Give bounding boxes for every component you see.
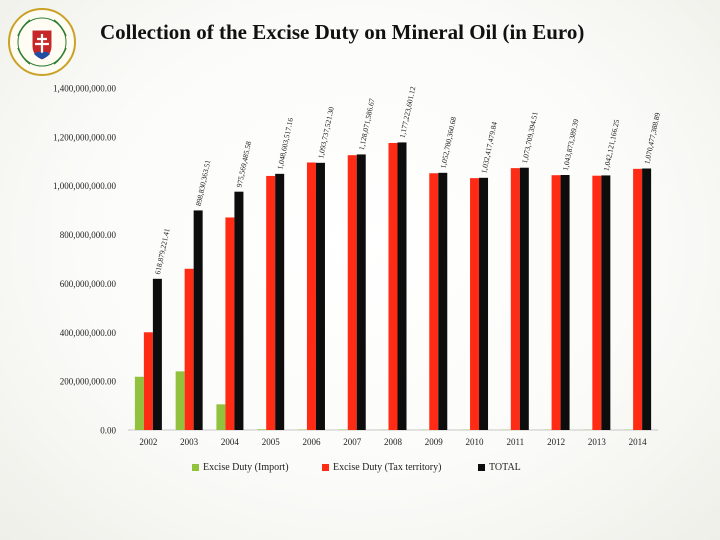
data-label-total: 1,043,873,389.39 (561, 118, 581, 171)
data-label-total: 618,879,221.41 (153, 227, 172, 275)
bar-import-2004 (216, 404, 226, 430)
bar-import-2003 (175, 371, 185, 430)
bar-total-2004 (234, 191, 244, 430)
x-tick-label: 2010 (466, 437, 485, 447)
page-title: Collection of the Excise Duty on Mineral… (100, 20, 585, 44)
bar-territory-2011 (510, 168, 520, 430)
legend-item-territory: Excise Duty (Tax territory) (322, 462, 441, 473)
x-tick-label: 2009 (425, 437, 444, 447)
y-tick-label: 0.00 (100, 426, 116, 436)
x-tick-label: 2002 (139, 437, 157, 447)
data-label-total: 1,128,071,586.67 (357, 97, 377, 150)
legend-swatch (192, 464, 199, 471)
bar-import-2005 (257, 429, 267, 430)
data-label-total: 975,569,485.58 (235, 140, 254, 188)
x-tick-label: 2006 (302, 437, 321, 447)
y-tick-label: 1,400,000,000.00 (53, 84, 117, 94)
data-label-total: 898,830,363.51 (194, 159, 213, 207)
chart-legend: Excise Duty (Import) Excise Duty (Tax ter… (0, 462, 720, 478)
bar-total-2011 (519, 167, 529, 430)
x-tick-label: 2003 (180, 437, 199, 447)
x-tick-label: 2007 (343, 437, 362, 447)
bar-total-2003 (193, 210, 203, 430)
bar-total-2006 (315, 162, 325, 430)
bar-territory-2010 (470, 178, 480, 430)
legend-label: Excise Duty (Tax territory) (333, 462, 442, 473)
data-label-total: 1,032,417,479.84 (479, 121, 499, 174)
data-label-total: 1,073,709,394.51 (520, 111, 540, 164)
data-label-total: 1,042,121,166.25 (602, 118, 622, 171)
x-tick-label: 2012 (547, 437, 565, 447)
bar-total-2008 (397, 142, 407, 431)
x-tick-label: 2014 (629, 437, 648, 447)
data-label-total: 1,070,477,388.89 (642, 111, 662, 164)
y-axis: 0.00 200,000,000.00 400,000,000.00 600,000,… (53, 84, 658, 436)
y-tick-label: 400,000,000.00 (60, 328, 117, 338)
legend-swatch (322, 464, 329, 471)
legend-swatch (478, 464, 485, 471)
y-tick-label: 200,000,000.00 (60, 377, 117, 387)
bar-total-2012 (560, 175, 570, 430)
data-label-total: 1,093,737,521.30 (316, 106, 336, 159)
y-tick-label: 1,000,000,000.00 (53, 181, 117, 191)
bar-territory-2007 (347, 155, 357, 430)
bar-total-2010 (479, 177, 489, 430)
bar-total-2013 (601, 175, 611, 430)
x-tick-label: 2008 (384, 437, 403, 447)
legend-label: Excise Duty (Import) (203, 462, 289, 473)
bar-total-2005 (275, 173, 285, 430)
data-label-total: 1,177,223,601.12 (398, 85, 418, 138)
legend-item-total: TOTAL (478, 462, 521, 473)
legend-item-import: Excise Duty (Import) (192, 462, 289, 473)
bar-total-2002 (152, 278, 162, 430)
x-tick-label: 2004 (221, 437, 240, 447)
y-tick-label: 800,000,000.00 (60, 230, 117, 240)
x-tick-label: 2005 (262, 437, 281, 447)
data-label-total: 1,048,603,517.16 (275, 117, 295, 170)
data-label-total: 1,052,780,360.68 (438, 116, 458, 169)
bar-territory-2013 (592, 175, 602, 430)
bar-total-2014 (642, 168, 652, 430)
bar-territory-2002 (143, 332, 153, 430)
bar-territory-2006 (306, 162, 316, 430)
bar-import-2002 (134, 376, 144, 430)
bar-territory-2003 (184, 268, 194, 430)
bar-territory-2009 (429, 173, 439, 430)
bar-territory-2012 (551, 175, 561, 430)
bar-territory-2004 (225, 217, 235, 430)
x-axis: 2002 2003 2004 2005 2006 2007 2008 2009 2010 2011… (139, 437, 647, 447)
y-tick-label: 600,000,000.00 (60, 279, 117, 289)
bar-total-2009 (438, 172, 448, 430)
bar-territory-2014 (633, 168, 643, 431)
x-tick-label: 2013 (588, 437, 607, 447)
y-tick-label: 1,200,000,000.00 (53, 132, 117, 142)
financna-sprava-logo (6, 6, 78, 78)
legend-label: TOTAL (489, 462, 521, 473)
bar-total-2007 (356, 154, 366, 430)
bar-territory-2005 (266, 175, 276, 430)
x-tick-label: 2011 (506, 437, 524, 447)
bars (134, 142, 652, 431)
bar-territory-2008 (388, 142, 398, 430)
